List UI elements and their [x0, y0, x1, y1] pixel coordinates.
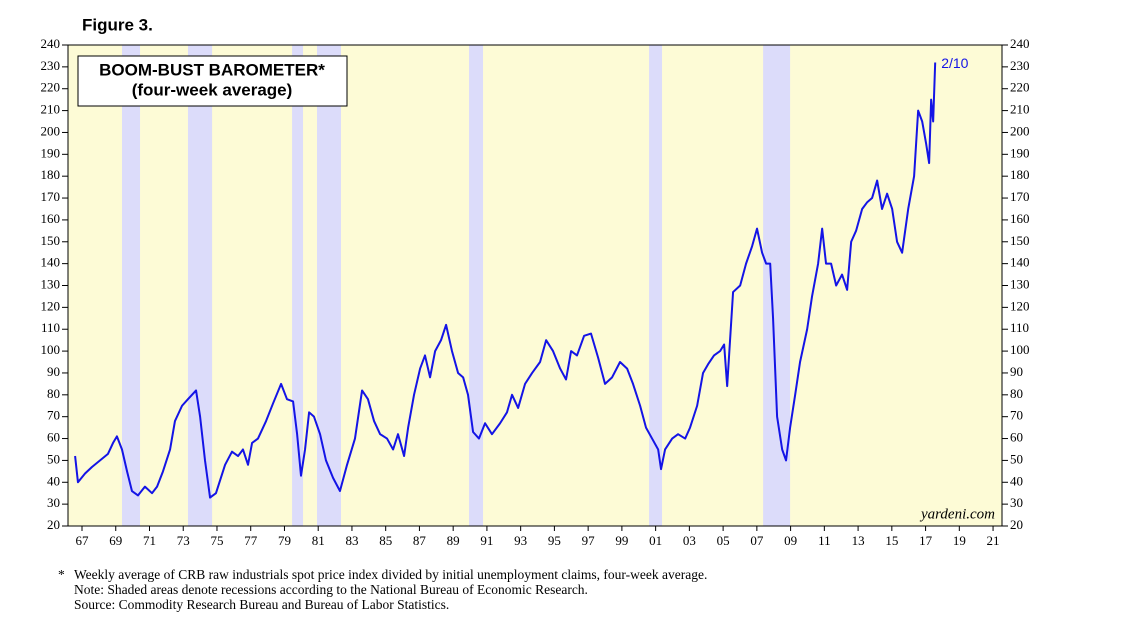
y2-tick-label: 110 [1010, 320, 1029, 335]
recession-band [121, 45, 141, 526]
plot-frame [67, 44, 1003, 527]
footnote: Source: Commodity Research Bureau and Bu… [74, 597, 449, 612]
y2-tick-label: 220 [1010, 80, 1030, 95]
x-tick-label: 91 [480, 533, 493, 548]
y-tick-label: 180 [41, 167, 61, 182]
x-tick-label: 87 [413, 533, 427, 548]
x-tick-label: 97 [582, 533, 596, 548]
y2-tick-label: 140 [1010, 255, 1030, 270]
recession-band [317, 45, 341, 526]
y2-tick-label: 240 [1010, 36, 1030, 51]
x-tick-label: 81 [312, 533, 325, 548]
x-tick-label: 67 [76, 533, 90, 548]
footnote: Note: Shaded areas denote recessions acc… [74, 582, 588, 597]
y-tick-label: 210 [41, 102, 61, 117]
end-annotation: 2/10 [941, 55, 968, 71]
title-box: BOOM-BUST BAROMETER*(four-week average) [77, 55, 348, 107]
recession-band [187, 45, 213, 526]
x-tick-label: 17 [919, 533, 933, 548]
y2-tick-label: 60 [1010, 430, 1023, 445]
x-tick-label: 75 [210, 533, 223, 548]
x-tick-label: 05 [717, 533, 730, 548]
title-frame [77, 55, 348, 107]
y-tick-label: 140 [41, 255, 61, 270]
x-tick-label: 77 [244, 533, 258, 548]
x-tick-label: 19 [953, 533, 966, 548]
x-tick-label: 69 [109, 533, 122, 548]
y2-tick-label: 40 [1010, 473, 1023, 488]
y-tick-label: 80 [47, 386, 60, 401]
y-tick-label: 230 [41, 58, 61, 73]
x-tick-label: 95 [548, 533, 561, 548]
x-tick-label: 79 [278, 533, 291, 548]
y2-tick-label: 50 [1010, 451, 1023, 466]
x-tick-label: 85 [379, 533, 392, 548]
y2-tick-label: 90 [1010, 364, 1023, 379]
watermark: yardeni.com [919, 506, 995, 522]
y2-tick-label: 210 [1010, 102, 1030, 117]
chart-title: BOOM-BUST BAROMETER* [99, 60, 325, 79]
y-tick-label: 40 [47, 473, 60, 488]
x-tick-label: 11 [818, 533, 831, 548]
recession-band [292, 45, 304, 526]
y-tick-label: 160 [41, 211, 61, 226]
y2-tick-label: 30 [1010, 495, 1023, 510]
y2-tick-label: 80 [1010, 386, 1023, 401]
x-tick-label: 73 [177, 533, 190, 548]
y2-tick-label: 100 [1010, 342, 1030, 357]
y2-tick-label: 130 [1010, 276, 1030, 291]
x-tick-label: 09 [784, 533, 797, 548]
x-tick-label: 83 [345, 533, 358, 548]
y2-tick-label: 230 [1010, 58, 1030, 73]
x-tick-label: 01 [649, 533, 662, 548]
y-tick-label: 220 [41, 80, 61, 95]
x-tick-label: 13 [852, 533, 865, 548]
y2-tick-label: 150 [1010, 233, 1030, 248]
y-tick-label: 200 [41, 123, 61, 138]
recession-band [469, 45, 484, 526]
x-tick-label: 15 [885, 533, 898, 548]
y-tick-label: 120 [41, 298, 61, 313]
recession-band [763, 45, 791, 526]
y-tick-label: 240 [41, 36, 61, 51]
y2-tick-label: 20 [1010, 517, 1023, 532]
footnote: Weekly average of CRB raw industrials sp… [74, 567, 707, 582]
x-tick-label: 07 [750, 533, 764, 548]
x-tick-label: 93 [514, 533, 527, 548]
y2-tick-label: 180 [1010, 167, 1030, 182]
x-tick-label: 03 [683, 533, 696, 548]
y-tick-label: 60 [47, 430, 60, 445]
plot-area: 2030405060708090100110120130140150160170… [41, 36, 1030, 548]
x-tick-label: 99 [615, 533, 628, 548]
y2-tick-label: 160 [1010, 211, 1030, 226]
y-tick-label: 170 [41, 189, 61, 204]
y2-tick-label: 200 [1010, 123, 1030, 138]
y-tick-label: 90 [47, 364, 60, 379]
x-tick-label: 89 [447, 533, 460, 548]
y-tick-label: 50 [47, 451, 60, 466]
y-tick-label: 190 [41, 145, 61, 160]
recession-band [649, 45, 663, 526]
y-tick-label: 130 [41, 276, 61, 291]
y-tick-label: 20 [47, 517, 60, 532]
x-tick-label: 71 [143, 533, 156, 548]
y-tick-label: 70 [47, 408, 60, 423]
data-line [74, 62, 937, 499]
y2-tick-label: 190 [1010, 145, 1030, 160]
y2-tick-label: 120 [1010, 298, 1030, 313]
y-tick-label: 150 [41, 233, 61, 248]
y-tick-label: 100 [41, 342, 61, 357]
y-tick-label: 110 [41, 320, 60, 335]
y2-tick-label: 70 [1010, 408, 1023, 423]
y-tick-label: 30 [47, 495, 60, 510]
chart-subtitle: (four-week average) [132, 80, 293, 99]
y2-tick-label: 170 [1010, 189, 1030, 204]
figure-label: Figure 3. [82, 15, 153, 34]
x-tick-label: 21 [987, 533, 1000, 548]
footnote-marker: * [58, 567, 65, 582]
